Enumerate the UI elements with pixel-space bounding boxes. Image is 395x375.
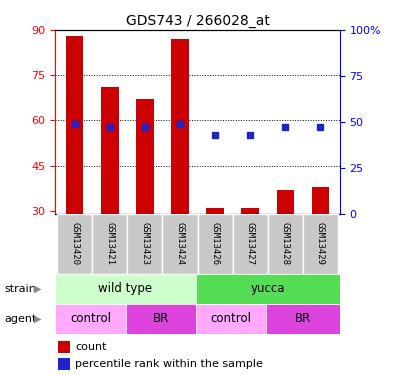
Text: percentile rank within the sample: percentile rank within the sample [75,359,263,369]
Bar [266,304,340,334]
Bar [126,304,196,334]
Text: count: count [75,342,107,352]
Bar [303,214,338,274]
Bar [58,358,70,370]
Bar [55,274,196,304]
Bar [57,214,92,274]
Bar [268,214,303,274]
Title: GDS743 / 266028_at: GDS743 / 266028_at [126,13,269,28]
Bar [171,39,189,214]
Text: control: control [211,312,251,325]
Bar [196,274,340,304]
Text: BR: BR [152,312,169,325]
Bar [66,36,83,214]
Bar [127,214,162,274]
Text: GSM13423: GSM13423 [140,222,149,265]
Text: agent: agent [4,314,36,324]
Text: GSM13426: GSM13426 [211,222,220,265]
Bar [233,214,268,274]
Text: GSM13420: GSM13420 [70,222,79,265]
Bar [58,341,70,352]
Bar [136,99,154,214]
Bar [241,208,259,214]
Text: GSM13427: GSM13427 [246,222,255,265]
Bar [101,87,118,214]
Bar [92,214,127,274]
Text: ▶: ▶ [34,284,41,294]
Text: control: control [70,312,111,325]
Text: GSM13424: GSM13424 [175,222,184,265]
Bar [55,304,126,334]
Bar [162,214,198,274]
Text: GSM13428: GSM13428 [281,222,290,265]
Text: ▶: ▶ [34,314,41,324]
Text: GSM13429: GSM13429 [316,222,325,265]
Text: yucca: yucca [250,282,285,295]
Text: strain: strain [4,284,36,294]
Text: BR: BR [295,312,311,325]
Text: GSM13421: GSM13421 [105,222,114,265]
Bar [196,304,266,334]
Text: wild type: wild type [98,282,152,295]
Bar [198,214,233,274]
Bar [276,190,294,214]
Bar [206,208,224,214]
Bar [312,187,329,214]
